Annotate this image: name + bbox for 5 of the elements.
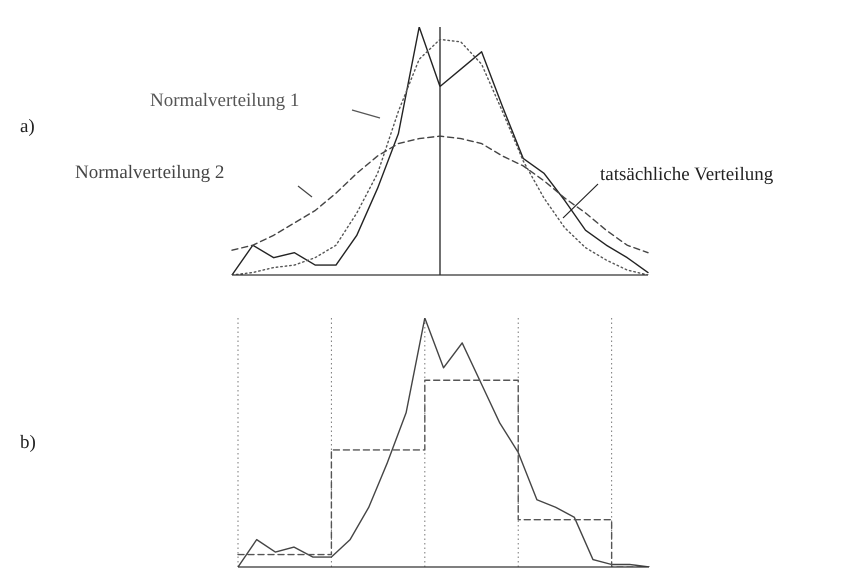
series-label: tatsächliche Verteilung	[600, 164, 774, 185]
text: Normalverteilung 1	[150, 90, 300, 111]
text: a)	[20, 116, 35, 137]
text: b)	[20, 432, 36, 453]
text: Normalverteilung 2	[75, 162, 224, 183]
